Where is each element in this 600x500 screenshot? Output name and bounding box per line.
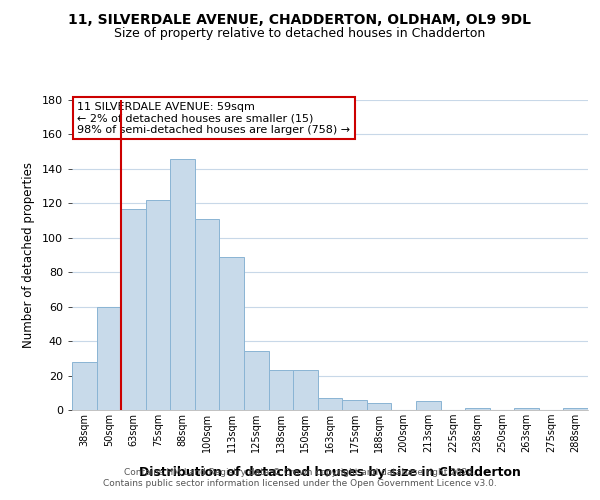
Bar [121,208,146,410]
Text: 11 SILVERDALE AVENUE: 59sqm
← 2% of detached houses are smaller (15)
98% of semi: 11 SILVERDALE AVENUE: 59sqm ← 2% of deta… [77,102,350,134]
Bar [318,398,342,410]
Text: Contains HM Land Registry data © Crown copyright and database right 2024.
Contai: Contains HM Land Registry data © Crown c… [103,468,497,487]
Bar [563,408,588,410]
Bar [367,403,391,410]
Bar [514,408,539,410]
Text: 11, SILVERDALE AVENUE, CHADDERTON, OLDHAM, OL9 9DL: 11, SILVERDALE AVENUE, CHADDERTON, OLDHA… [68,12,532,26]
Y-axis label: Number of detached properties: Number of detached properties [22,162,35,348]
Bar [342,400,367,410]
Bar [220,256,244,410]
Bar [170,158,195,410]
Text: Size of property relative to detached houses in Chadderton: Size of property relative to detached ho… [115,28,485,40]
X-axis label: Distribution of detached houses by size in Chadderton: Distribution of detached houses by size … [139,466,521,479]
Bar [146,200,170,410]
Bar [72,362,97,410]
Bar [269,370,293,410]
Bar [465,408,490,410]
Bar [244,352,269,410]
Bar [416,402,440,410]
Bar [97,306,121,410]
Bar [293,370,318,410]
Bar [195,219,220,410]
